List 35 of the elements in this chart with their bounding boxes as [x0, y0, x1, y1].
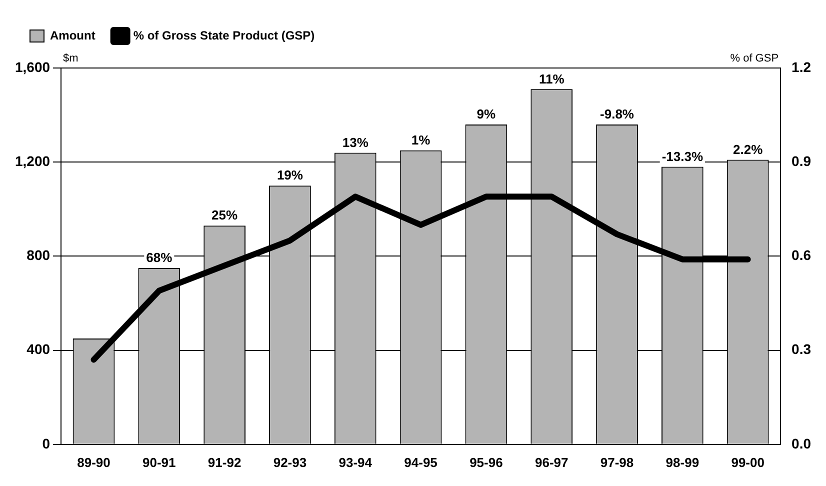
y2-tick-label: 0.9: [792, 152, 812, 169]
x-tick-label: 95-96: [470, 454, 503, 470]
annotation: 11%: [538, 71, 565, 86]
x-tick-label: 98-99: [666, 454, 700, 470]
x-tick-label: 91-92: [208, 454, 242, 470]
y2-tick-label: 1.2: [792, 58, 812, 75]
annotation: 68%: [146, 250, 173, 266]
y2-tick-label: 0.3: [792, 341, 812, 358]
x-tick-label: 94-95: [404, 454, 438, 470]
y-tick-label: 0: [42, 435, 50, 452]
y-tick-label: 1,200: [14, 152, 50, 169]
y-tick-label: 1,600: [14, 58, 50, 75]
legend-label: Amount: [50, 28, 96, 42]
annotation: -13.3%: [662, 148, 704, 164]
annotation: 1%: [411, 132, 431, 148]
x-tick-label: 93-94: [338, 454, 373, 470]
y2-axis-title: % of GSP: [730, 52, 779, 65]
y-axis-title: $m: [63, 52, 78, 65]
annotation: -9.8%: [600, 106, 634, 122]
y2-tick-label: 0.0: [792, 435, 812, 452]
x-tick-label: 99-00: [731, 454, 764, 470]
y-tick-label: 800: [26, 247, 50, 264]
annotation: 9%: [476, 106, 496, 122]
annotation: 19%: [276, 168, 304, 183]
legend-label: % of Gross State Product (GSP): [133, 28, 315, 42]
y-tick-label: 400: [26, 341, 50, 358]
x-tick-label: 89-90: [77, 454, 110, 470]
annotation: 2.2%: [733, 142, 764, 157]
annotation: 13%: [342, 134, 369, 150]
y2-tick-label: 0.6: [792, 247, 812, 264]
x-tick-label: 97-98: [600, 454, 634, 470]
x-tick-label: 96-97: [534, 454, 568, 470]
annotation: 25%: [212, 208, 238, 223]
x-tick-label: 92-93: [273, 454, 307, 470]
x-tick-label: 90-91: [142, 454, 176, 470]
